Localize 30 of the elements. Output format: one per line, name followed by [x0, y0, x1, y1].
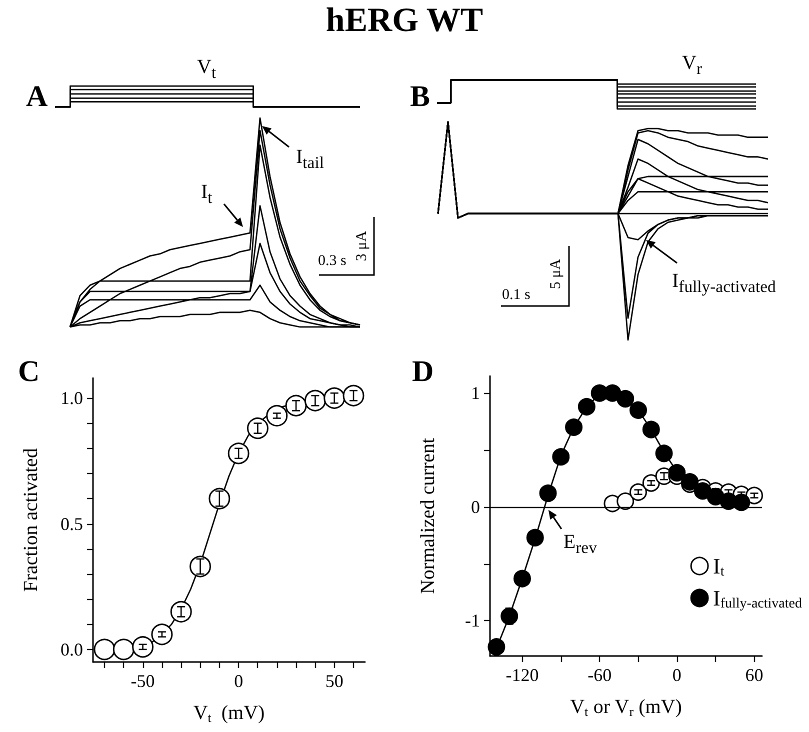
x-tick-label: 0	[672, 665, 682, 685]
y-tick-label: 0.0	[60, 639, 83, 660]
y-axis-title: Normalized current	[417, 438, 439, 594]
annotation: I$_{t}$	[201, 181, 212, 208]
y-tick-label: 1	[471, 383, 480, 404]
y-tick-label: 1.0	[60, 388, 83, 408]
x-tick-label: 0	[234, 671, 244, 691]
y-axis-title: Fraction activated	[20, 448, 42, 592]
text: C	[18, 355, 40, 388]
x-tick-label: -50	[130, 671, 155, 691]
text: V$_{r}$	[682, 52, 702, 78]
text: V$_{t}$	[197, 56, 216, 82]
y-tick-label: -1	[465, 610, 480, 631]
y-tick-label: 0	[471, 496, 480, 517]
x-tick-label: -60	[588, 665, 612, 685]
x-tick-label: -120	[506, 665, 539, 685]
annotation: E$_{rev}$	[563, 530, 597, 558]
annotation: 3 μA	[354, 230, 370, 262]
annotation: 0.3 s	[318, 253, 346, 270]
y-tick-label: 0.5	[60, 514, 83, 534]
annotation: A	[26, 80, 48, 113]
chart-title: hERG WT	[324, 2, 484, 40]
annotation: I$_{fully-activated}$	[672, 270, 776, 296]
text: D	[412, 355, 434, 388]
text: B	[410, 80, 430, 113]
annotation: 5 μA	[548, 258, 564, 290]
annotation: I$_{tail}$	[296, 146, 324, 172]
x-tick-label: 50	[325, 671, 344, 691]
x-tick-label: 60	[745, 665, 764, 685]
annotation: 0.1 s	[502, 287, 530, 304]
